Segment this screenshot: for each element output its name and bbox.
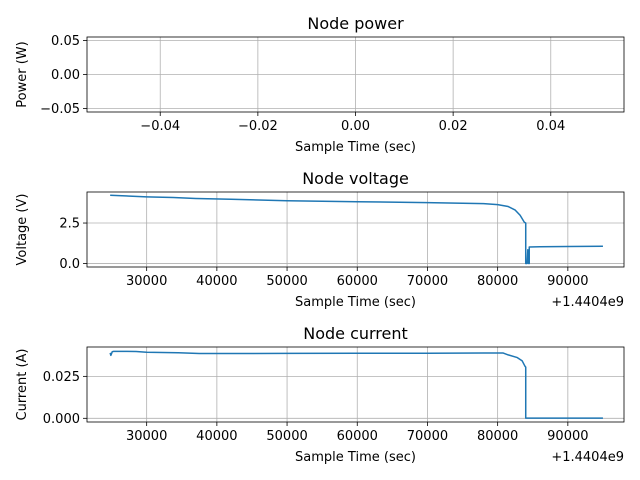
x-tick-label: 0.04 — [536, 119, 565, 134]
axes-frame — [86, 191, 625, 268]
x-axis-label: Sample Time (sec) — [295, 140, 416, 155]
axes-frame — [86, 346, 625, 423]
x-tick-label: 70000 — [407, 274, 448, 289]
subplot-3: 30000 40000 50000 60000 70000 80000 90000 0.000… — [15, 324, 625, 465]
x-axis-label: Sample Time (sec) — [295, 450, 416, 465]
x-tick-label: 30000 — [126, 429, 167, 444]
x-tick-label: 80000 — [477, 274, 518, 289]
y-tick-label: 0.025 — [43, 370, 80, 385]
subplot-1: −0.04 −0.02 0.00 0.02 0.04 −0.05 0.00 0.05 Node … — [15, 14, 625, 155]
x-tick-label: 0.00 — [341, 119, 370, 134]
y-axis-label: Power (W) — [15, 41, 30, 107]
x-tick-label: 90000 — [547, 274, 588, 289]
y-tick-label: 2.5 — [59, 217, 80, 232]
y-axis-label: Voltage (V) — [15, 194, 30, 266]
x-tick-label: 30000 — [126, 274, 167, 289]
x-tick-label: 60000 — [337, 274, 378, 289]
x-tick-label: 70000 — [407, 429, 448, 444]
x-tick-label: 50000 — [266, 274, 307, 289]
x-tick-label: 80000 — [477, 429, 518, 444]
x-tick-label: −0.04 — [140, 119, 180, 134]
y-tick-label: −0.05 — [40, 102, 80, 117]
x-tick-label: 60000 — [337, 429, 378, 444]
x-tick-label: 40000 — [196, 274, 237, 289]
x-tick-label: 90000 — [547, 429, 588, 444]
y-axis-label: Current (A) — [15, 349, 30, 421]
y-tick-label: 0.05 — [51, 34, 80, 49]
chart-title: Node current — [303, 324, 408, 343]
y-tick-label: 0.0 — [59, 257, 80, 272]
chart-title: Node voltage — [302, 169, 409, 188]
subplot-2: 30000 40000 50000 60000 70000 80000 90000 0.0 2.… — [15, 169, 625, 310]
series-line-1 — [109, 350, 603, 419]
y-tick-label: 0.00 — [51, 68, 80, 83]
chart-title: Node power — [307, 14, 404, 33]
x-tick-label: 50000 — [266, 429, 307, 444]
x-axis-label: Sample Time (sec) — [295, 295, 416, 310]
y-tick-label: 0.000 — [43, 412, 80, 427]
series-line-1 — [110, 194, 603, 265]
x-offset-label: +1.4404e9 — [551, 450, 624, 465]
x-tick-label: −0.02 — [238, 119, 278, 134]
x-tick-label: 0.02 — [439, 119, 468, 134]
x-tick-label: 40000 — [196, 429, 237, 444]
x-offset-label: +1.4404e9 — [551, 295, 624, 310]
